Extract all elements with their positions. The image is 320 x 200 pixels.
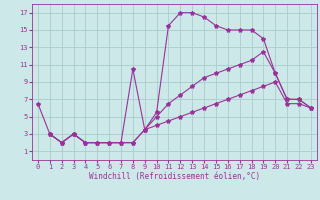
X-axis label: Windchill (Refroidissement éolien,°C): Windchill (Refroidissement éolien,°C) bbox=[89, 172, 260, 181]
